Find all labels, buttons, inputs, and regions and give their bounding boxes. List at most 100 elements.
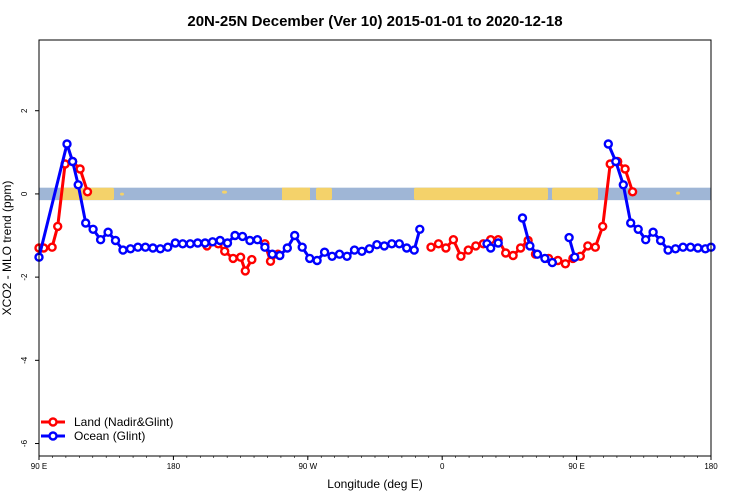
data-point bbox=[598, 221, 608, 232]
data-point bbox=[185, 239, 195, 249]
x-tick-label: 90 W bbox=[298, 462, 317, 471]
data-point bbox=[235, 252, 246, 262]
legend-swatch-marker bbox=[48, 417, 58, 427]
data-point bbox=[228, 253, 238, 264]
data-point bbox=[448, 234, 459, 245]
data-point bbox=[486, 243, 496, 253]
data-point bbox=[67, 156, 78, 167]
data-point bbox=[560, 259, 571, 269]
data-point bbox=[463, 245, 473, 255]
data-point bbox=[648, 227, 658, 237]
y-tick-label: -6 bbox=[20, 439, 29, 447]
land-patch bbox=[552, 187, 598, 201]
data-point bbox=[540, 253, 550, 264]
data-point bbox=[319, 247, 330, 257]
data-point bbox=[177, 239, 188, 249]
data-point bbox=[275, 250, 285, 261]
data-point bbox=[379, 241, 389, 251]
data-point bbox=[547, 257, 557, 268]
data-point bbox=[456, 251, 466, 261]
data-point bbox=[663, 245, 673, 255]
data-point bbox=[82, 187, 93, 197]
data-point bbox=[53, 221, 63, 232]
data-point bbox=[394, 239, 404, 249]
data-point bbox=[305, 253, 315, 264]
data-point bbox=[73, 180, 83, 190]
data-point bbox=[290, 230, 300, 241]
data-point bbox=[155, 244, 166, 254]
data-point bbox=[685, 242, 696, 252]
data-point bbox=[240, 266, 251, 276]
data-point bbox=[564, 232, 574, 243]
x-tick-label: 180 bbox=[167, 462, 181, 471]
data-point bbox=[493, 238, 503, 248]
data-point bbox=[590, 242, 600, 252]
x-tick-label: 180 bbox=[704, 462, 718, 471]
data-point bbox=[633, 224, 643, 235]
ocean-series bbox=[34, 139, 716, 268]
data-point bbox=[140, 242, 151, 252]
legend: Land (Nadir&Glint)Ocean (Glint) bbox=[41, 415, 173, 443]
data-point bbox=[75, 164, 85, 174]
data-point bbox=[245, 235, 255, 246]
land-patch bbox=[282, 187, 310, 201]
data-point bbox=[583, 241, 593, 251]
data-point bbox=[215, 235, 225, 246]
ocean-band bbox=[39, 187, 711, 201]
land-patch bbox=[414, 187, 548, 201]
x-tick-label: 0 bbox=[440, 462, 445, 471]
data-point bbox=[372, 239, 382, 250]
y-tick-label: 0 bbox=[20, 191, 29, 196]
data-point bbox=[247, 254, 257, 265]
y-tick-label: -2 bbox=[20, 273, 29, 281]
data-point bbox=[334, 249, 345, 259]
data-point bbox=[47, 242, 57, 252]
data-point bbox=[62, 139, 72, 149]
data-point bbox=[641, 234, 651, 245]
data-point bbox=[618, 180, 628, 190]
land-patch bbox=[222, 190, 227, 194]
series-layer bbox=[34, 139, 716, 276]
data-point bbox=[517, 213, 528, 223]
axes: 90 E 180 90 W 0 90 E 180 2 0 -2 -4 -6 bbox=[20, 39, 718, 471]
data-point bbox=[312, 255, 322, 266]
data-point bbox=[252, 234, 263, 245]
data-point bbox=[80, 218, 91, 228]
y-tick-label: 2 bbox=[20, 108, 29, 113]
data-point bbox=[118, 245, 128, 255]
data-point bbox=[441, 243, 451, 253]
chart-title: 20N-25N December (Ver 10) 2015-01-01 to … bbox=[187, 13, 562, 30]
data-point bbox=[357, 246, 367, 257]
data-point bbox=[678, 242, 688, 252]
data-point bbox=[230, 230, 240, 241]
y-axis-label: XCO2 - MLO trend (ppm) bbox=[0, 181, 14, 316]
data-point bbox=[222, 238, 233, 248]
data-point bbox=[603, 139, 613, 149]
data-point bbox=[364, 244, 375, 254]
data-point bbox=[192, 238, 203, 248]
data-point bbox=[515, 243, 526, 253]
data-point bbox=[200, 238, 210, 248]
data-point bbox=[237, 231, 248, 242]
data-point bbox=[103, 227, 113, 237]
data-point bbox=[342, 251, 352, 261]
legend-item: Ocean (Glint) bbox=[41, 429, 145, 443]
data-point bbox=[508, 250, 518, 261]
data-point bbox=[163, 242, 173, 252]
land-band bbox=[60, 187, 680, 201]
data-point bbox=[297, 242, 307, 252]
data-point bbox=[570, 252, 580, 262]
data-point bbox=[260, 242, 270, 252]
land-patch bbox=[298, 187, 304, 201]
data-point bbox=[148, 243, 158, 253]
data-point bbox=[620, 164, 630, 174]
data-point bbox=[426, 242, 436, 252]
data-point bbox=[125, 244, 136, 254]
land-patch bbox=[676, 191, 680, 195]
data-point bbox=[611, 156, 621, 167]
data-point bbox=[501, 248, 511, 258]
data-point bbox=[626, 218, 636, 228]
data-point bbox=[415, 224, 425, 235]
data-point bbox=[267, 249, 277, 259]
